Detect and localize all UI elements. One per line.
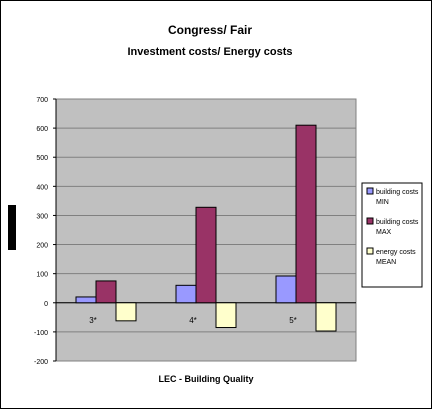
bar: [195, 206, 217, 304]
legend-swatch: [366, 187, 374, 195]
x-tick-label: 5*: [289, 316, 297, 325]
legend-label: energy costs MEAN: [376, 249, 416, 266]
bar: [295, 124, 317, 304]
legend-box: [361, 182, 423, 288]
bar: [175, 284, 197, 304]
y-tick-label: 100: [36, 272, 48, 279]
x-tick-label: 3*: [89, 316, 97, 325]
bar: [95, 280, 117, 304]
ylabel-marker: [8, 205, 16, 250]
legend-swatch: [366, 217, 374, 225]
y-axis: -200 -100 0 100 200 300 400 500 600 700: [34, 97, 57, 366]
x-axis-label: LEC - Building Quality: [159, 374, 254, 384]
x-tick-labels: 3* 4* 5*: [89, 316, 297, 325]
legend-label: building costs MIN: [376, 189, 419, 206]
chart-subtitle: Investment costs/ Energy costs: [127, 46, 292, 58]
bar: [115, 302, 137, 322]
bar: [315, 302, 337, 332]
y-tick-label: 400: [36, 184, 48, 191]
y-tick-label: 300: [36, 213, 48, 220]
y-tick-label: 700: [36, 97, 48, 104]
bar: [275, 275, 297, 304]
bars: [75, 124, 337, 332]
y-tick-label: 500: [36, 155, 48, 162]
legend-swatch: [366, 247, 374, 255]
legend-label: building costs MAX: [376, 219, 419, 236]
y-tick-label: -100: [34, 330, 48, 337]
chart-title: Congress/ Fair: [168, 23, 252, 37]
y-tick-label: 600: [36, 126, 48, 133]
bar: [75, 296, 97, 304]
y-tick-label: -200: [34, 359, 48, 366]
x-tick-label: 4*: [189, 316, 197, 325]
y-tick-label: 0: [44, 301, 48, 308]
legend: building costs MIN building costs MAX energy…: [361, 182, 423, 288]
bar: [215, 302, 237, 329]
y-tick-label: 200: [36, 243, 48, 250]
